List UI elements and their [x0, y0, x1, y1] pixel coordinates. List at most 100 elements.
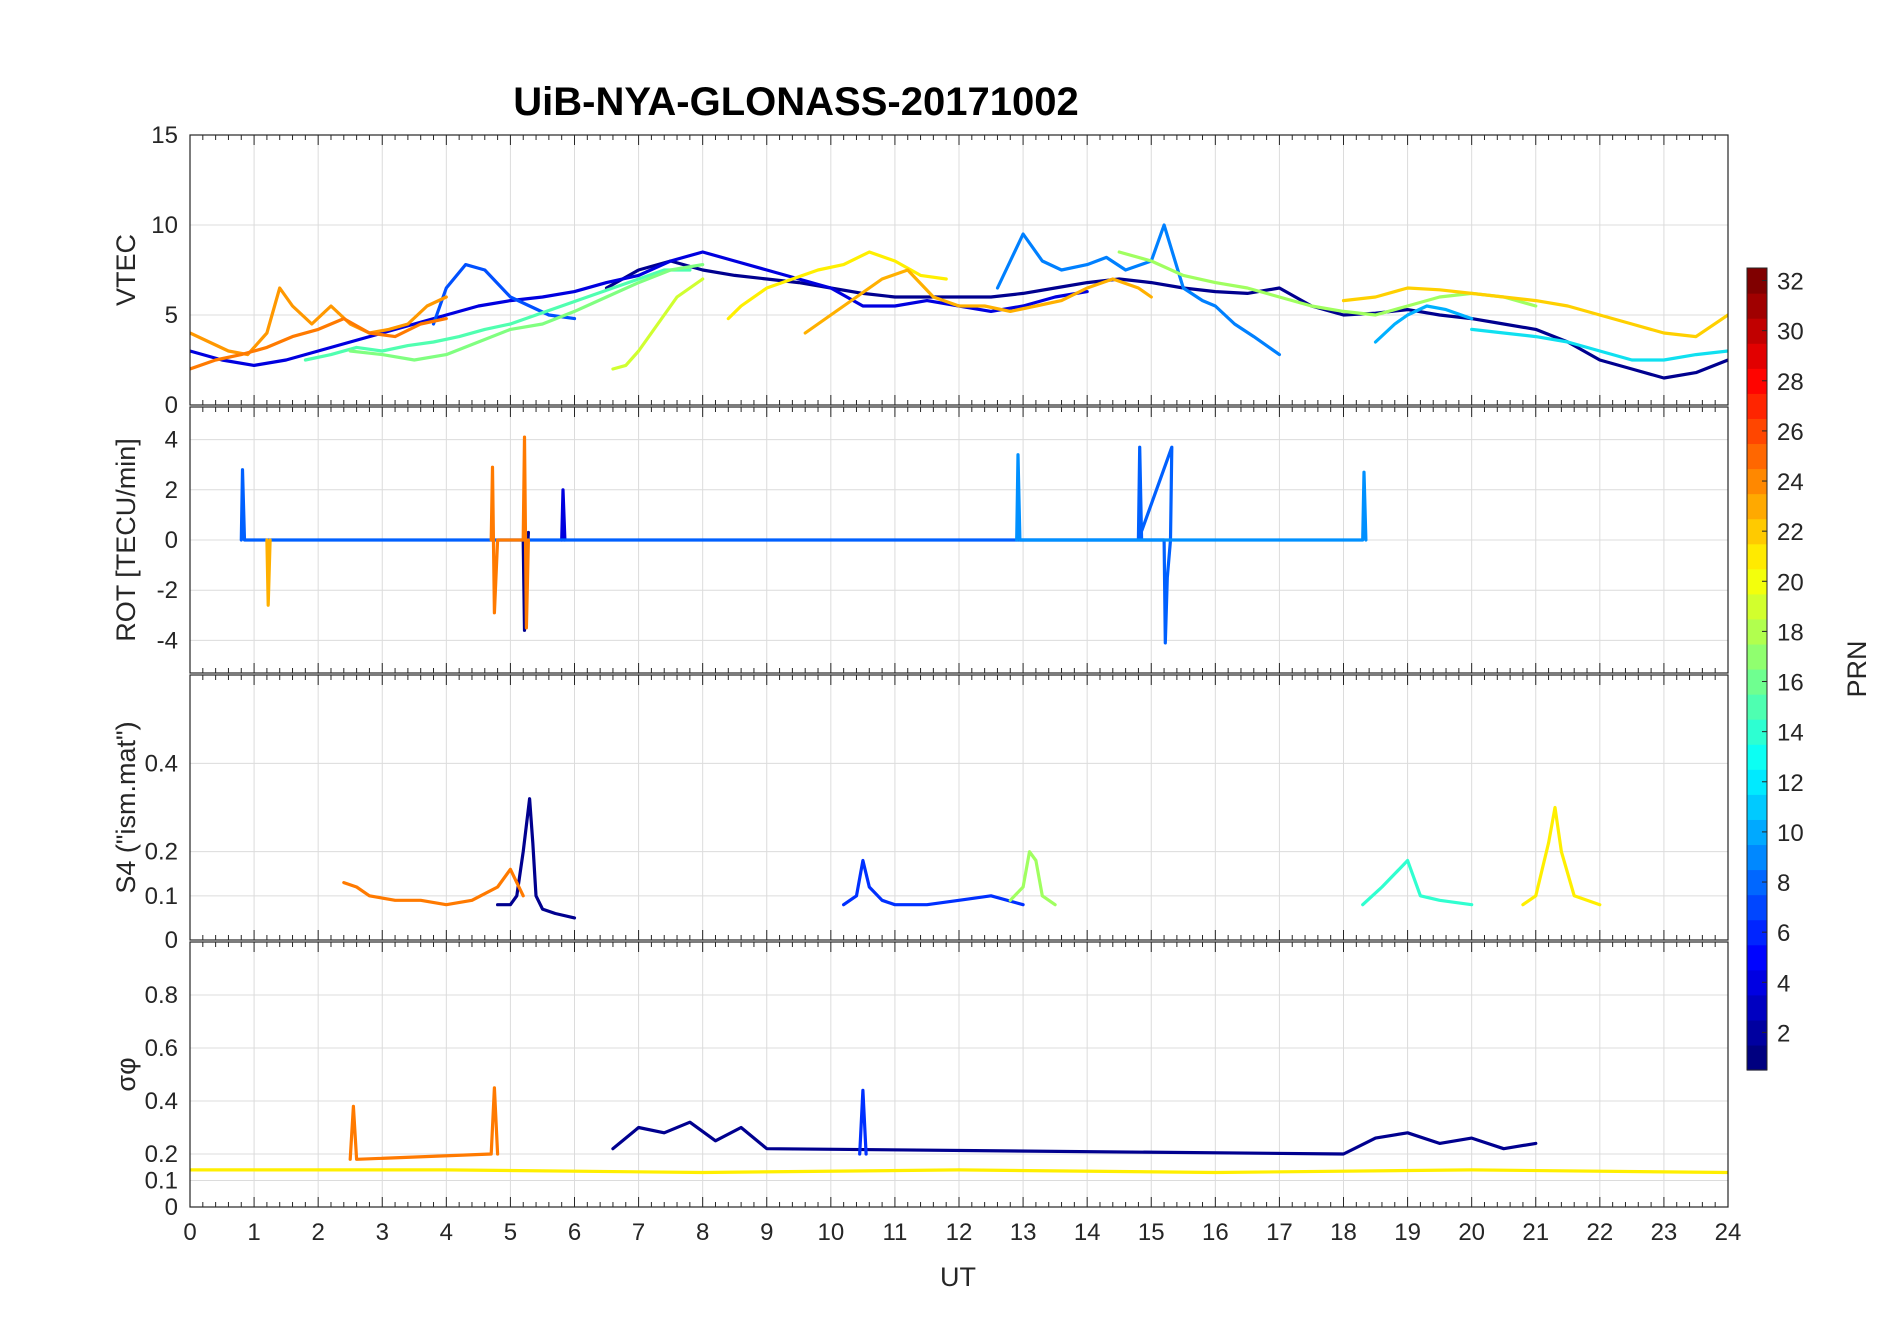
- colorbar-tick-label: 10: [1777, 820, 1804, 847]
- x-tick-label: 19: [1394, 1219, 1421, 1246]
- x-tick-label: 5: [504, 1219, 517, 1246]
- x-tick-labels: 0 1 2 3 4 5 6 7 8 9 10 11 12 13 14 15 16 17 18 19 20 21 22 23 24: [183, 1219, 1741, 1246]
- colorbar-segment: [1747, 894, 1767, 921]
- colorbar-segment: [1747, 1044, 1767, 1071]
- y-tick-label: 0.6: [145, 1035, 178, 1062]
- x-tick-label: 4: [440, 1219, 453, 1246]
- colorbar-segment: [1747, 819, 1767, 846]
- colorbar-tick-label: 14: [1777, 720, 1804, 747]
- colorbar-tick-label: 24: [1777, 469, 1804, 496]
- colorbar-segment: [1747, 493, 1767, 520]
- x-tick-label: 3: [376, 1219, 389, 1246]
- y-tick-label: 0.8: [145, 982, 178, 1009]
- y-tick-label: 4: [165, 427, 178, 454]
- y-axis-label: VTEC: [111, 234, 141, 306]
- colorbar-segment: [1747, 919, 1767, 946]
- axes-frame: [189, 941, 1729, 1208]
- series-line-prn-24: [190, 317, 448, 371]
- x-tick-label: 16: [1202, 1219, 1229, 1246]
- colorbar-tick-label: 12: [1777, 770, 1804, 797]
- colorbar-segment: [1747, 543, 1767, 570]
- x-tick-label: 15: [1138, 1219, 1165, 1246]
- x-tick-label: 6: [568, 1219, 581, 1246]
- axes-frame: [189, 406, 1729, 674]
- colorbar-segment: [1747, 969, 1767, 996]
- series-group: [190, 1086, 1728, 1175]
- colorbar-tick-label: 2: [1777, 1020, 1790, 1047]
- colorbar-tick-label: 6: [1777, 920, 1790, 947]
- colorbar-segment: [1747, 869, 1767, 896]
- chart-title: UiB-NYA-GLONASS-20171002: [513, 80, 1078, 124]
- colorbar-segment: [1747, 618, 1767, 645]
- x-tick-label: 20: [1458, 1219, 1485, 1246]
- x-tick-label: 24: [1715, 1219, 1742, 1246]
- y-tick-label: 0.1: [145, 883, 178, 910]
- colorbar-tick-label: 20: [1777, 569, 1804, 596]
- series-line-prn-5: [841, 858, 1025, 907]
- colorbar-segment: [1747, 694, 1767, 720]
- y-tick-label: 0: [165, 527, 178, 554]
- series-group: [190, 223, 1728, 380]
- x-tick-label: 18: [1330, 1219, 1357, 1246]
- y-axis-label: σφ: [111, 1057, 141, 1091]
- x-axis-label: UT: [940, 1262, 976, 1292]
- y-tick-label: 5: [165, 302, 178, 329]
- x-tick-label: 10: [817, 1219, 844, 1246]
- x-tick-label: 22: [1586, 1219, 1613, 1246]
- colorbar-tick-label: 8: [1777, 870, 1790, 897]
- x-tick-label: 9: [760, 1219, 773, 1246]
- series-line-prn-1: [496, 797, 577, 920]
- colorbar-tick-label: 16: [1777, 670, 1804, 697]
- colorbar-segment: [1747, 643, 1767, 670]
- series-line-prn-9: [1015, 453, 1368, 542]
- colorbar-segment: [1747, 318, 1767, 344]
- colorbar-frame: [1746, 267, 1768, 1071]
- x-tick-label: 21: [1522, 1219, 1549, 1246]
- series-line-prn-24: [348, 1086, 500, 1161]
- series-line-prn-22: [803, 268, 1153, 335]
- colorbar-tick-label: 30: [1777, 319, 1804, 346]
- colorbar-segment: [1747, 443, 1767, 470]
- colorbar-tick-label: 22: [1777, 519, 1804, 546]
- colorbar-segment: [1747, 343, 1767, 369]
- series-line-prn-8: [995, 223, 1282, 357]
- series-line-prn-23: [190, 286, 448, 357]
- colorbar-segment: [1747, 393, 1767, 419]
- x-tick-label: 0: [183, 1219, 196, 1246]
- series-line-prn-13: [1361, 858, 1474, 907]
- colorbar-segment: [1747, 1019, 1767, 1046]
- x-tick-label: 2: [311, 1219, 324, 1246]
- series-line-prn-24: [489, 435, 531, 630]
- x-tick-label: 17: [1266, 1219, 1293, 1246]
- series-line-prn-4: [560, 488, 567, 542]
- series-line-prn-12: [1470, 327, 1728, 362]
- panel-sigma_phi: 00.10.2 0.4 0.6 0.8 σφ: [111, 941, 1729, 1221]
- colorbar-segment: [1747, 994, 1767, 1021]
- y-tick-label: 0.2: [145, 839, 178, 866]
- series-line-prn-1: [604, 259, 1728, 380]
- series-line-prn-20: [190, 1168, 1728, 1175]
- y-axis-label: S4 ("ism.mat"): [111, 721, 141, 893]
- colorbar-segment: [1747, 468, 1767, 495]
- x-tick-label: 23: [1651, 1219, 1678, 1246]
- y-tick-label: -4: [157, 627, 178, 654]
- colorbar-tick-label: 28: [1777, 369, 1804, 396]
- x-tick-label: 7: [632, 1219, 645, 1246]
- colorbar-segment: [1747, 844, 1767, 871]
- colorbar-segment: [1747, 593, 1767, 620]
- colorbar-segment: [1747, 418, 1767, 445]
- series-line-prn-1: [611, 1120, 1538, 1156]
- y-tick-label: 0.4: [145, 1088, 178, 1115]
- x-tick-label: 8: [696, 1219, 709, 1246]
- y-tick-label: 0: [165, 392, 178, 419]
- y-tick-label: 2: [165, 477, 178, 504]
- x-tick-label: 14: [1074, 1219, 1101, 1246]
- colorbar-segment: [1747, 944, 1767, 971]
- series-group: [342, 797, 1602, 920]
- colorbar-segment: [1747, 794, 1767, 820]
- series-line-prn-3: [190, 250, 1089, 367]
- colorbar-segment: [1747, 769, 1767, 795]
